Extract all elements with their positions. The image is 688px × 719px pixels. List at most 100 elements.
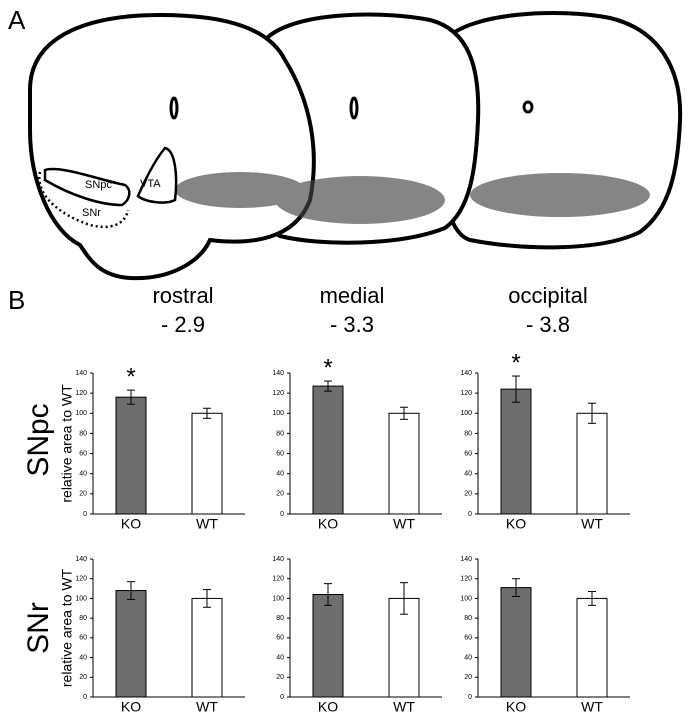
y-tick-label: 40 [464,654,472,661]
ventricle [522,100,534,114]
stain [470,173,650,217]
row-label: SNpc [22,403,55,476]
error-bar [203,407,211,419]
x-tick-label: WT [393,699,415,715]
bar [312,385,344,515]
error-bar [588,402,596,424]
row-label: SNr [22,602,55,654]
y-tick-label: 0 [83,511,87,518]
stained-regions [175,172,650,224]
x-tick-label: KO [121,516,141,532]
bar [576,412,608,515]
y-tick-label: 100 [272,410,284,417]
column-position: - 3.8 [526,312,570,337]
panel-label: A [8,5,26,35]
y-tick-label: 40 [276,471,284,478]
y-tick-label: 80 [79,430,87,437]
y-axis-label: relative area to WT [59,568,75,687]
vta-outline [136,146,178,204]
y-tick-label: 60 [276,635,284,642]
column-position: - 3.3 [330,312,374,337]
bar [115,396,147,515]
y-tick-label: 40 [79,471,87,478]
y-tick-label: 20 [79,491,87,498]
error-bar [127,581,135,600]
y-tick-label: 40 [464,471,472,478]
y-tick-label: 80 [276,430,284,437]
region-label: VTA [140,178,161,190]
y-tick-label: 140 [272,556,284,563]
y-tick-label: 100 [75,595,87,602]
bar [191,597,223,698]
error-bar [400,582,408,615]
error-bar [400,406,408,420]
y-tick-label: 20 [276,491,284,498]
y-tick-label: 0 [280,511,284,518]
y-tick-label: 140 [272,370,284,377]
y-tick-label: 140 [460,370,472,377]
significance-marker: * [323,354,332,381]
y-tick-label: 140 [460,556,472,563]
error-bar [588,591,596,606]
y-tick-label: 80 [276,615,284,622]
bar [191,412,223,515]
region-label: SNpc [85,179,112,191]
error-bar [324,380,332,392]
y-tick-label: 100 [460,410,472,417]
error-bar [203,589,211,608]
x-tick-label: WT [196,516,218,532]
y-tick-label: 60 [464,635,472,642]
x-tick-label: KO [506,516,526,532]
y-tick-label: 60 [276,450,284,457]
y-tick-label: 0 [83,694,87,701]
y-tick-label: 60 [79,450,87,457]
error-bar [512,578,520,597]
y-tick-label: 100 [460,595,472,602]
y-tick-label: 0 [468,511,472,518]
error-bar [127,389,135,405]
x-tick-label: WT [581,516,603,532]
region-label: SNr [82,207,101,219]
y-tick-label: 80 [464,615,472,622]
y-tick-label: 100 [75,410,87,417]
y-tick-label: 80 [464,430,472,437]
column-name: rostral [152,283,213,308]
y-tick-label: 20 [464,491,472,498]
y-tick-label: 60 [79,635,87,642]
y-tick-label: 60 [464,450,472,457]
y-tick-label: 20 [276,674,284,681]
y-tick-label: 100 [272,595,284,602]
stain [275,176,445,224]
y-tick-label: 0 [468,694,472,701]
x-tick-label: KO [121,699,141,715]
snr-outline [38,171,130,229]
region-outlines [38,146,178,229]
y-tick-label: 140 [75,370,87,377]
stain [175,172,305,208]
x-tick-label: KO [506,699,526,715]
section-rostral [28,12,316,281]
ventricles [169,96,534,120]
bar [500,587,532,698]
ventricle [349,96,359,120]
y-tick-label: 20 [464,674,472,681]
bar [388,597,420,698]
y-tick-label: 120 [460,390,472,397]
column-name: medial [320,283,385,308]
y-tick-label: 40 [79,654,87,661]
significance-marker: * [511,349,520,376]
error-bar [512,375,520,403]
x-tick-label: KO [318,699,338,715]
bar [312,593,344,698]
y-tick-label: 120 [460,576,472,583]
bar [500,388,532,515]
brain-sections [28,11,683,281]
y-axis-label: relative area to WT [59,384,75,503]
bar [576,597,608,698]
bar [115,590,147,698]
y-tick-label: 40 [276,654,284,661]
snpc-outline [43,167,131,207]
bar [388,412,420,515]
y-tick-label: 120 [272,390,284,397]
